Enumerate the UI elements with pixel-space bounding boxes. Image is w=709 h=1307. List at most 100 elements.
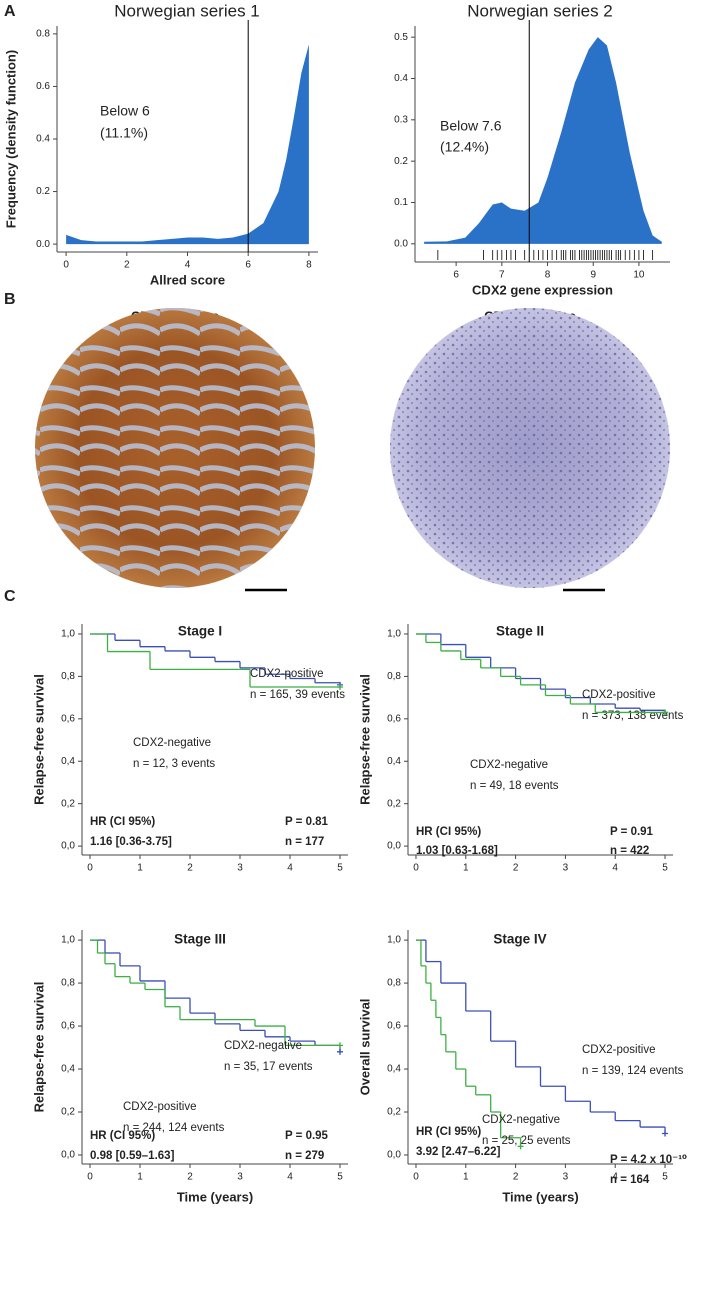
- y-tick-label: 0.4: [36, 134, 50, 145]
- x-tick-label: 2: [187, 863, 193, 874]
- y-tick-label: 0,2: [387, 798, 401, 809]
- x-tick-label: 6: [245, 260, 251, 271]
- y-tick-label: 0.5: [394, 32, 408, 43]
- annotation: Below 6: [100, 103, 150, 119]
- x-tick-label: 1: [137, 1172, 143, 1183]
- y-tick-label: 0.2: [36, 186, 50, 197]
- x-tick-label: 5: [662, 1172, 668, 1183]
- panel-label: A: [4, 3, 16, 20]
- chart-title: Stage III: [174, 932, 226, 947]
- x-axis-label: Time (years): [177, 1189, 253, 1204]
- statistic: 1.16 [0.36-3.75]: [90, 836, 172, 848]
- y-tick-label: 1,0: [387, 935, 401, 946]
- x-axis-label: Time (years): [502, 1189, 578, 1204]
- y-tick-label: 0.6: [36, 81, 50, 92]
- x-tick-label: 4: [185, 260, 191, 271]
- y-tick-label: 0,6: [387, 713, 401, 724]
- statistic: n = 279: [285, 1150, 324, 1162]
- annotation: Below 7.6: [440, 118, 502, 134]
- series-label: CDX2-negative: [470, 759, 548, 771]
- x-tick-label: 5: [337, 1172, 343, 1183]
- x-tick-label: 2: [187, 1172, 193, 1183]
- x-tick-label: 4: [612, 1172, 618, 1183]
- y-tick-label: 0.0: [394, 238, 408, 249]
- y-tick-label: 1,0: [387, 629, 401, 640]
- density-area: [424, 37, 662, 244]
- statistic: P = 0.95: [285, 1130, 329, 1142]
- y-tick-label: 0,4: [387, 756, 401, 767]
- series-note: n = 49, 18 events: [470, 780, 559, 792]
- y-tick-label: 0,0: [61, 841, 75, 852]
- x-tick-label: 5: [662, 863, 668, 874]
- y-axis-label: Overall survival: [357, 999, 372, 1096]
- x-tick-label: 3: [237, 863, 243, 874]
- censor-mark: [662, 1130, 669, 1137]
- series-label: CDX2-negative: [482, 1114, 560, 1126]
- x-tick-label: 3: [237, 1172, 243, 1183]
- statistic: P = 4.2 x 10⁻¹⁰: [610, 1154, 687, 1166]
- y-tick-label: 0,2: [61, 798, 75, 809]
- x-tick-label: 1: [137, 863, 143, 874]
- y-tick-label: 0.0: [36, 239, 50, 250]
- y-axis-label: Frequency (density function): [3, 50, 18, 228]
- y-tick-label: 0.4: [394, 73, 408, 84]
- x-tick-label: 8: [545, 270, 551, 281]
- censor-mark: [517, 1143, 524, 1150]
- x-tick-label: 10: [633, 270, 645, 281]
- series-note: n = 244, 124 events: [123, 1122, 225, 1134]
- statistic: 3.92 [2.47–6.22]: [416, 1146, 501, 1158]
- series-label: CDX2-negative: [224, 1040, 302, 1052]
- statistic: n = 164: [610, 1174, 650, 1186]
- statistic: HR (CI 95%): [416, 826, 481, 838]
- chart-title: Stage II: [496, 624, 544, 639]
- statistic: P = 0.91: [610, 826, 654, 838]
- x-tick-label: 0: [413, 1172, 419, 1183]
- annotation: (11.1%): [100, 125, 148, 141]
- series-label: CDX2-positive: [582, 689, 656, 701]
- x-tick-label: 7: [499, 270, 505, 281]
- panel-label: C: [4, 588, 16, 605]
- y-tick-label: 1,0: [61, 629, 75, 640]
- y-tick-label: 0,6: [61, 1021, 75, 1032]
- series-note: n = 139, 124 events: [582, 1065, 684, 1077]
- y-tick-label: 1,0: [61, 935, 75, 946]
- tissue-texture: [390, 308, 670, 588]
- x-tick-label: 4: [612, 863, 618, 874]
- series-note: n = 25, 25 events: [482, 1135, 571, 1147]
- x-tick-label: 5: [337, 863, 343, 874]
- statistic: HR (CI 95%): [416, 1126, 481, 1138]
- y-tick-label: 0,6: [387, 1021, 401, 1032]
- censor-mark: [337, 1048, 343, 1055]
- series-note: n = 165, 39 events: [250, 689, 345, 701]
- x-tick-label: 0: [87, 863, 93, 874]
- y-tick-label: 0,6: [61, 713, 75, 724]
- x-tick-label: 0: [63, 260, 69, 271]
- statistic: 0.98 [0.59–1.63]: [90, 1150, 175, 1162]
- x-tick-label: 6: [453, 270, 459, 281]
- statistic: P = 0.81: [285, 816, 329, 828]
- y-tick-label: 0.3: [394, 114, 408, 125]
- x-tick-label: 2: [513, 1172, 519, 1183]
- y-tick-label: 0,8: [387, 978, 401, 989]
- y-tick-label: 0.2: [394, 156, 408, 167]
- x-tick-label: 8: [306, 260, 312, 271]
- series-label: CDX2-negative: [133, 737, 211, 749]
- x-axis-label: Allred score: [150, 272, 225, 287]
- y-tick-label: 0,2: [61, 1107, 75, 1118]
- y-axis-label: Relapse-free survival: [357, 674, 372, 805]
- x-tick-label: 1: [463, 863, 469, 874]
- chart-title: Norwegian series 1: [114, 1, 260, 20]
- y-tick-label: 0,8: [61, 671, 75, 682]
- annotation: (12.4%): [440, 139, 489, 155]
- y-axis-label: Relapse-free survival: [31, 674, 46, 805]
- statistic: n = 177: [285, 836, 324, 848]
- statistic: HR (CI 95%): [90, 1130, 155, 1142]
- statistic: n = 422: [610, 845, 649, 857]
- tissue-texture: [35, 308, 315, 588]
- x-tick-label: 4: [287, 863, 293, 874]
- y-tick-label: 0,0: [387, 1150, 401, 1161]
- x-tick-label: 0: [413, 863, 419, 874]
- y-tick-label: 0,8: [387, 671, 401, 682]
